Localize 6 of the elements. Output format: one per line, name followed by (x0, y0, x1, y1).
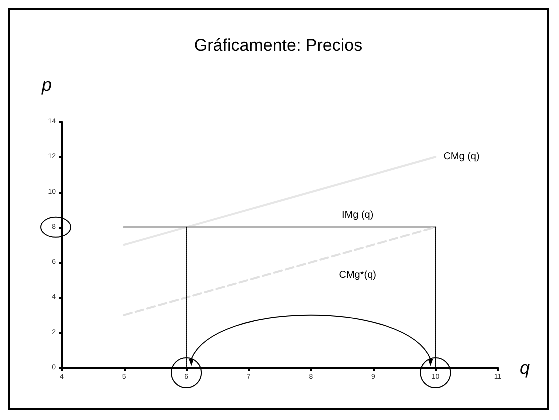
series-label: IMg (q) (342, 210, 374, 221)
series-label: CMg (q) (444, 152, 480, 163)
series-label: CMg*(q) (339, 270, 376, 281)
y-axis-title: p (40, 75, 52, 95)
chart-title: Gráficamente: Precios (194, 36, 363, 55)
x-axis-title: q (520, 358, 530, 378)
